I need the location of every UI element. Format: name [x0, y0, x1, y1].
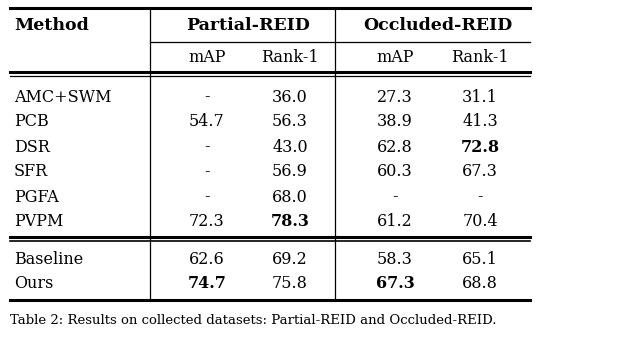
Text: 31.1: 31.1	[462, 88, 498, 105]
Text: Table 2: Results on collected datasets: Partial-REID and Occluded-REID.: Table 2: Results on collected datasets: …	[10, 313, 497, 326]
Text: 78.3: 78.3	[271, 214, 309, 231]
Text: 68.0: 68.0	[272, 188, 308, 205]
Text: -: -	[204, 88, 210, 105]
Text: PVPM: PVPM	[14, 214, 63, 231]
Text: 58.3: 58.3	[377, 251, 413, 268]
Text: 36.0: 36.0	[272, 88, 308, 105]
Text: 69.2: 69.2	[272, 251, 308, 268]
Text: Rank-1: Rank-1	[451, 50, 509, 67]
Text: 65.1: 65.1	[462, 251, 498, 268]
Text: Rank-1: Rank-1	[261, 50, 319, 67]
Text: -: -	[204, 138, 210, 155]
Text: 67.3: 67.3	[376, 275, 414, 292]
Text: 56.9: 56.9	[272, 164, 308, 181]
Text: 27.3: 27.3	[377, 88, 413, 105]
Text: 43.0: 43.0	[272, 138, 308, 155]
Text: 56.3: 56.3	[272, 114, 308, 131]
Text: Partial-REID: Partial-REID	[187, 17, 310, 34]
Text: 62.6: 62.6	[189, 251, 225, 268]
Text: 68.8: 68.8	[462, 275, 498, 292]
Text: 38.9: 38.9	[377, 114, 413, 131]
Text: mAP: mAP	[376, 50, 413, 67]
Text: 72.8: 72.8	[460, 138, 500, 155]
Text: mAP: mAP	[188, 50, 226, 67]
Text: -: -	[477, 188, 483, 205]
Text: 67.3: 67.3	[462, 164, 498, 181]
Text: PCB: PCB	[14, 114, 49, 131]
Text: 70.4: 70.4	[462, 214, 498, 231]
Text: 41.3: 41.3	[462, 114, 498, 131]
Text: 75.8: 75.8	[272, 275, 308, 292]
Text: PGFA: PGFA	[14, 188, 59, 205]
Text: 60.3: 60.3	[377, 164, 413, 181]
Text: 72.3: 72.3	[189, 214, 225, 231]
Text: 54.7: 54.7	[189, 114, 225, 131]
Text: -: -	[204, 188, 210, 205]
Text: 74.7: 74.7	[188, 275, 227, 292]
Text: AMC+SWM: AMC+SWM	[14, 88, 111, 105]
Text: Occluded-REID: Occluded-REID	[363, 17, 512, 34]
Text: DSR: DSR	[14, 138, 50, 155]
Text: -: -	[204, 164, 210, 181]
Text: Ours: Ours	[14, 275, 53, 292]
Text: Method: Method	[14, 17, 89, 34]
Text: Baseline: Baseline	[14, 251, 83, 268]
Text: -: -	[392, 188, 397, 205]
Text: SFR: SFR	[14, 164, 48, 181]
Text: 61.2: 61.2	[377, 214, 413, 231]
Text: 62.8: 62.8	[377, 138, 413, 155]
